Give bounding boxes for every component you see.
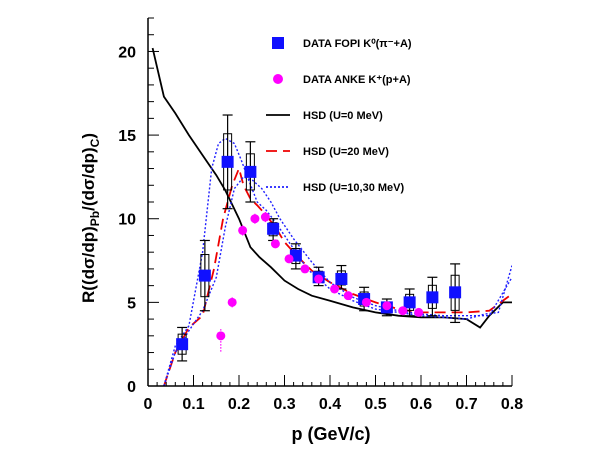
anke-marker bbox=[260, 212, 270, 222]
x-tick-label: 0 bbox=[144, 396, 153, 413]
anke-marker bbox=[343, 291, 353, 301]
anke-marker bbox=[398, 306, 408, 316]
anke-point-0 bbox=[216, 329, 226, 353]
fopi-marker bbox=[221, 155, 234, 168]
fopi-point-2 bbox=[221, 114, 234, 210]
x-axis-title: p (GeV/c) bbox=[291, 424, 370, 444]
fopi-marker bbox=[267, 222, 280, 235]
legend: DATA FOPI K⁰(π⁻+A) DATA ANKE K⁺(p+A) HSD (… bbox=[266, 37, 412, 194]
y-axis-title: R((dσ/dp)Pb/(dσ/dp)C) bbox=[79, 133, 102, 303]
legend-label: HSD (U=20 MeV) bbox=[303, 146, 389, 158]
x-tick-label: 0.5 bbox=[364, 396, 386, 413]
y-tick-label: 20 bbox=[118, 44, 136, 61]
y-axis-title-end: ) bbox=[79, 133, 98, 139]
y-tick-label: 5 bbox=[127, 295, 136, 312]
anke-point-1 bbox=[227, 297, 237, 308]
fopi-marker bbox=[335, 272, 348, 285]
legend-label: HSD (U=0 MeV) bbox=[303, 110, 383, 122]
fopi-point-10 bbox=[403, 288, 416, 317]
anke-point-10 bbox=[343, 291, 353, 301]
legend-label: HSD (U=10,30 MeV) bbox=[303, 182, 405, 194]
fopi-marker bbox=[403, 296, 416, 309]
anke-point-11 bbox=[361, 297, 371, 307]
x-tick-label: 0.3 bbox=[273, 396, 295, 413]
anke-point-5 bbox=[270, 239, 280, 249]
fopi-marker bbox=[198, 269, 211, 282]
legend-item-0: DATA FOPI K⁰(π⁻+A) bbox=[272, 37, 412, 50]
fopi-marker bbox=[176, 338, 189, 351]
anke-point-7 bbox=[300, 264, 310, 274]
anke-marker bbox=[314, 274, 324, 284]
x-tick-label: 0.6 bbox=[410, 396, 432, 413]
x-tick-label: 0.8 bbox=[501, 396, 523, 413]
curve-dotted-3 bbox=[163, 176, 512, 386]
anke-point-4 bbox=[260, 212, 270, 223]
y-axis-title-mid: /(dσ/dp) bbox=[79, 147, 98, 211]
anke-marker bbox=[382, 301, 392, 311]
curve-dotted-2 bbox=[163, 137, 512, 386]
anke-marker bbox=[361, 297, 371, 307]
y-tick-label: 15 bbox=[118, 128, 136, 145]
anke-marker bbox=[270, 239, 280, 249]
anke-marker bbox=[227, 297, 237, 307]
anke-point-9 bbox=[330, 284, 340, 294]
y-tick-label: 10 bbox=[118, 212, 136, 229]
fopi-marker bbox=[426, 291, 439, 304]
fopi-marker bbox=[449, 286, 462, 299]
fopi-marker bbox=[244, 165, 257, 178]
points-layer bbox=[176, 114, 462, 362]
anke-marker bbox=[216, 331, 226, 341]
legend-marker-circle bbox=[273, 74, 283, 84]
fopi-point-7 bbox=[335, 264, 348, 290]
legend-item-2: HSD (U=0 MeV) bbox=[266, 110, 383, 122]
legend-label: DATA ANKE K⁺(p+A) bbox=[303, 74, 411, 86]
legend-item-1: DATA ANKE K⁺(p+A) bbox=[273, 74, 411, 86]
legend-marker-square bbox=[272, 37, 284, 49]
fopi-point-11 bbox=[426, 276, 439, 317]
x-tick-label: 0.1 bbox=[182, 396, 204, 413]
anke-point-14 bbox=[414, 307, 424, 317]
legend-item-3: HSD (U=20 MeV) bbox=[266, 146, 389, 158]
y-axis-title-sub2: C bbox=[88, 138, 102, 147]
fopi-point-1 bbox=[198, 239, 211, 312]
y-axis-title-sub1: Pb bbox=[88, 211, 102, 226]
x-tick-label: 0.2 bbox=[228, 396, 250, 413]
anke-marker bbox=[238, 225, 248, 235]
fopi-point-3 bbox=[244, 141, 257, 203]
anke-marker bbox=[284, 254, 294, 264]
x-tick-label: 0.7 bbox=[455, 396, 477, 413]
fopi-point-12 bbox=[449, 263, 462, 324]
x-tick-label: 0.4 bbox=[319, 396, 341, 413]
anke-marker bbox=[300, 264, 310, 274]
anke-point-13 bbox=[398, 306, 408, 316]
anke-marker bbox=[250, 214, 260, 224]
anke-marker bbox=[414, 307, 424, 317]
axes-layer: 0 0.1 0.2 0.3 0.4 0.5 0.6 0.7 0.8 0 5 10 15 20 bbox=[118, 17, 523, 413]
legend-item-4: HSD (U=10,30 MeV) bbox=[266, 182, 405, 194]
y-axis-title-main: R((dσ/dp) bbox=[79, 226, 98, 303]
anke-marker bbox=[330, 284, 340, 294]
y-tick-label: 0 bbox=[127, 379, 136, 396]
anke-point-12 bbox=[382, 301, 392, 311]
anke-point-8 bbox=[314, 274, 324, 284]
fopi-point-0 bbox=[176, 326, 189, 362]
anke-point-3 bbox=[250, 213, 260, 224]
anke-point-6 bbox=[284, 254, 294, 264]
anke-point-2 bbox=[238, 225, 248, 236]
legend-label: DATA FOPI K⁰(π⁻+A) bbox=[303, 38, 412, 50]
